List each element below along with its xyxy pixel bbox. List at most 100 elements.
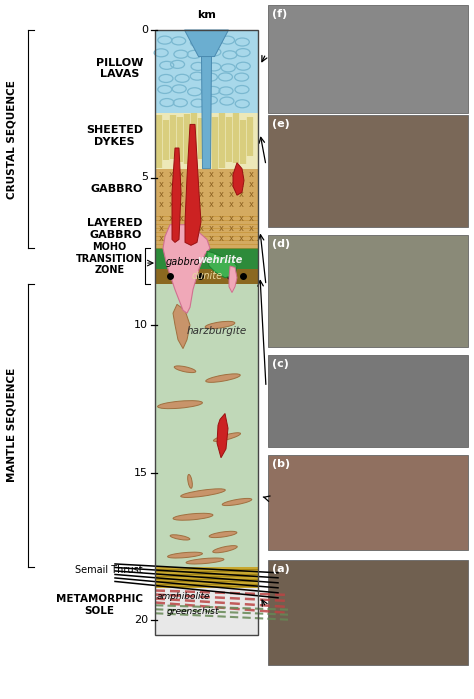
Text: x: x (158, 224, 164, 233)
Polygon shape (185, 124, 201, 245)
Text: x: x (219, 234, 224, 243)
Text: x: x (158, 234, 164, 243)
Text: x: x (168, 200, 173, 209)
Ellipse shape (213, 433, 240, 442)
Text: SHEETED
DYKES: SHEETED DYKES (86, 125, 143, 147)
Bar (155, 113, 258, 168)
Text: x: x (228, 170, 234, 179)
Text: x: x (238, 190, 244, 199)
Text: x: x (179, 200, 183, 209)
Text: x: x (179, 234, 183, 243)
Text: (f): (f) (272, 9, 287, 19)
Ellipse shape (157, 401, 202, 409)
Text: x: x (219, 190, 224, 199)
Bar (155, 248, 258, 269)
Ellipse shape (209, 531, 237, 538)
Text: x: x (168, 224, 173, 233)
Text: x: x (248, 224, 254, 233)
Bar (268, 235, 468, 347)
Text: x: x (199, 180, 203, 189)
Text: x: x (189, 234, 193, 243)
Text: x: x (219, 224, 224, 233)
Text: x: x (219, 215, 224, 224)
Text: x: x (228, 234, 234, 243)
Text: x: x (199, 200, 203, 209)
Polygon shape (172, 148, 181, 243)
Ellipse shape (206, 374, 240, 382)
Text: Semail Thrust: Semail Thrust (75, 565, 143, 575)
Polygon shape (233, 163, 244, 195)
Ellipse shape (181, 489, 225, 498)
Text: 5: 5 (141, 173, 148, 182)
Text: (e): (e) (272, 119, 290, 129)
Text: x: x (179, 170, 183, 179)
Text: (a): (a) (272, 564, 290, 574)
Ellipse shape (186, 558, 224, 564)
Text: x: x (168, 170, 173, 179)
Polygon shape (229, 266, 237, 293)
Text: x: x (228, 200, 234, 209)
Text: x: x (189, 170, 193, 179)
Text: x: x (209, 180, 213, 189)
Text: x: x (238, 200, 244, 209)
Bar (155, 567, 258, 588)
Text: x: x (248, 200, 254, 209)
Text: x: x (189, 215, 193, 224)
Text: x: x (248, 215, 254, 224)
Text: x: x (238, 234, 244, 243)
Bar (268, 355, 468, 447)
Polygon shape (163, 224, 210, 313)
Ellipse shape (222, 498, 252, 505)
Bar (268, 5, 468, 113)
Text: MANTLE SEQUENCE: MANTLE SEQUENCE (7, 368, 17, 482)
Text: CRUSTAL SEQUENCE: CRUSTAL SEQUENCE (7, 80, 17, 199)
Polygon shape (184, 30, 228, 57)
Text: dunite: dunite (191, 271, 223, 281)
Text: x: x (168, 190, 173, 199)
Text: MOHO
TRANSITION
ZONE: MOHO TRANSITION ZONE (76, 242, 143, 275)
Text: x: x (189, 200, 193, 209)
Text: x: x (158, 170, 164, 179)
Bar (268, 455, 468, 550)
Ellipse shape (173, 513, 213, 520)
Polygon shape (217, 414, 228, 458)
Bar (155, 213, 258, 248)
Ellipse shape (205, 322, 235, 329)
Text: x: x (168, 215, 173, 224)
Text: wehrlite: wehrlite (197, 255, 243, 265)
Text: x: x (228, 180, 234, 189)
Bar (155, 30, 258, 113)
Text: x: x (209, 215, 213, 224)
Ellipse shape (174, 366, 196, 373)
Text: greenschist: greenschist (167, 607, 219, 616)
Text: 15: 15 (134, 468, 148, 477)
Text: (c): (c) (272, 359, 289, 369)
Text: x: x (238, 215, 244, 224)
Polygon shape (207, 251, 237, 278)
Ellipse shape (213, 546, 237, 553)
Text: METAMORPHIC
SOLE: METAMORPHIC SOLE (56, 594, 143, 616)
Text: gabbro: gabbro (165, 257, 201, 266)
Text: GABBRO: GABBRO (91, 185, 143, 194)
Text: x: x (199, 170, 203, 179)
Text: x: x (168, 180, 173, 189)
Text: x: x (189, 180, 193, 189)
Text: x: x (179, 215, 183, 224)
Text: x: x (238, 170, 244, 179)
Text: x: x (168, 234, 173, 243)
Bar (155, 30, 258, 635)
Text: x: x (179, 224, 183, 233)
Text: x: x (199, 190, 203, 199)
Ellipse shape (188, 475, 192, 489)
Bar (268, 115, 468, 227)
Text: x: x (209, 190, 213, 199)
Text: x: x (209, 200, 213, 209)
Text: x: x (199, 215, 203, 224)
Text: x: x (179, 180, 183, 189)
Text: 0: 0 (141, 25, 148, 35)
Text: 20: 20 (134, 615, 148, 625)
Polygon shape (173, 304, 190, 349)
Text: x: x (209, 170, 213, 179)
Text: x: x (199, 224, 203, 233)
Text: x: x (248, 180, 254, 189)
